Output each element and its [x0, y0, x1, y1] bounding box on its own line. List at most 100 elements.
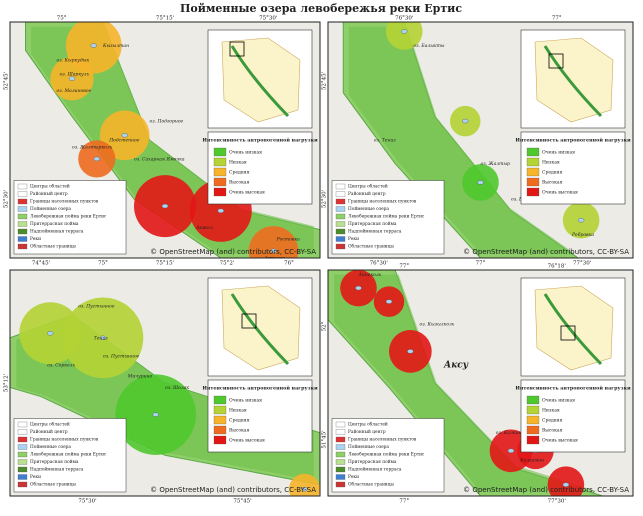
- legend-level: Очень низкая: [229, 398, 262, 404]
- legend-swatch: [213, 167, 227, 177]
- coordinate-label: 52°: [322, 321, 328, 331]
- place-label: оз. Сахарная Ямочка: [134, 156, 185, 162]
- legend-item: Границы населенных пунктов: [348, 200, 417, 205]
- lake: [217, 208, 225, 214]
- legend-symbol: [17, 213, 28, 220]
- legend-symbol: [335, 228, 346, 235]
- legend-level: Очень низкая: [229, 150, 262, 156]
- place-label: Аксу: [443, 360, 469, 370]
- legend-symbol: [335, 236, 346, 242]
- legend-symbol: [17, 429, 28, 435]
- legend-symbol: [17, 459, 28, 465]
- legend-item: Областные границы: [30, 245, 76, 250]
- legend-symbol: [17, 198, 28, 205]
- place-label: Актоган: [263, 256, 285, 262]
- place-label: Кызылтан: [102, 43, 129, 49]
- legend-swatch: [213, 425, 227, 435]
- legend-title: Интенсивность антропогенной нагрузки: [202, 385, 318, 392]
- coordinate-label: 52°45': [322, 72, 328, 90]
- map-content: Кызылтан оз. Кыркудык оз. Шаркуль оз. Малин…: [10, 22, 320, 262]
- legend-item: Надпойменная терраса: [30, 468, 84, 473]
- place-label: Акжол: [195, 225, 213, 231]
- coordinate-label: 77°30': [548, 499, 566, 505]
- legend-level: Средняя: [542, 170, 563, 176]
- legend-symbol: [335, 429, 346, 435]
- place-label: оз. Подгорное: [150, 119, 184, 125]
- legend-symbol: [335, 191, 346, 197]
- lake: [401, 29, 408, 34]
- legend-swatch: [526, 425, 540, 435]
- place-label: Ребровка: [571, 231, 594, 238]
- lake-zone: [547, 466, 585, 496]
- place-label: Подстепное: [108, 138, 140, 144]
- inset-river: [543, 45, 603, 118]
- legend-symbol: [335, 474, 346, 480]
- legend-level: Очень низкая: [542, 398, 575, 404]
- legend-item: Левобережная пойма реки Ертис: [348, 453, 425, 458]
- legend-symbol: [335, 421, 346, 428]
- inset-river: [230, 45, 290, 118]
- map-content: оз. Пустынное Тениз оз. Сорколь оз. Пустынн…: [10, 270, 320, 496]
- main-legend: [13, 180, 127, 255]
- legend-swatch: [526, 435, 540, 445]
- coordinate-label: 76°18': [548, 264, 566, 270]
- legend-title: Интенсивность антропогенной нагрузки: [515, 385, 631, 392]
- lake-zone: [248, 226, 299, 258]
- map-panel: Айнаколь оз. Кызылколь Аксу оз. Калкаман Кал…: [322, 264, 634, 505]
- inset-extent: [548, 53, 564, 69]
- lake: [507, 448, 515, 454]
- legend-swatch: [526, 405, 540, 415]
- coordinate-label: 75°: [57, 16, 67, 22]
- lake: [121, 133, 128, 138]
- coordinate-label: 51°45': [322, 430, 328, 448]
- legend-item: Областные границы: [348, 483, 394, 488]
- lake: [99, 335, 107, 341]
- legend-symbol: [17, 421, 28, 428]
- place-label: оз. Кызылколь: [420, 322, 455, 328]
- legend-item: Районный центр: [30, 192, 68, 197]
- coordinate-label: 75°30': [78, 499, 96, 505]
- place-label: оз. Тениз: [374, 138, 397, 144]
- legend-symbol: [17, 444, 28, 450]
- main-legend: [331, 418, 445, 493]
- attribution: © OpenStreetMap (and) contributors, CC-B…: [150, 248, 316, 256]
- legend-symbol: [17, 236, 28, 242]
- legend-item: Левобережная пойма реки Ертис: [348, 215, 425, 220]
- place-label: оз. Пустынное: [103, 353, 140, 359]
- coordinate-label: 77°: [476, 261, 486, 267]
- coordinate-label: 75°2': [220, 261, 235, 267]
- legend-title: Интенсивность антропогенной нагрузки: [515, 137, 631, 144]
- legend-symbol: [17, 436, 28, 443]
- coordinate-label: 75°15': [156, 16, 174, 22]
- legend-symbol: [17, 221, 28, 227]
- inset-river: [543, 293, 603, 366]
- legend-symbol: [17, 228, 28, 235]
- legend-symbol: [17, 206, 28, 212]
- place-label: Калкаман: [519, 457, 544, 463]
- map-panel: Кызылтан оз. Кыркудык оз. Шаркуль оз. Малин…: [4, 16, 321, 267]
- lake-zone: [289, 473, 320, 496]
- legend-symbol: [17, 466, 28, 473]
- legend-swatch: [213, 395, 227, 405]
- coordinate-label: 53°12': [4, 374, 10, 392]
- place-label: оз. Жалтыр: [481, 161, 511, 167]
- coordinate-label: 76°30': [395, 16, 413, 22]
- coordinate-label: 75°30': [259, 16, 277, 22]
- legend-swatch: [526, 415, 540, 425]
- legend-swatch: [213, 415, 227, 425]
- legend-item: Реки: [348, 237, 359, 242]
- coordinate-label: 77°: [399, 499, 409, 505]
- legend-item: Районный центр: [348, 192, 386, 197]
- inset-extent: [229, 41, 245, 57]
- panel-frame: [9, 21, 321, 259]
- panel-frame: [327, 21, 634, 259]
- legend-item: Центры областей: [30, 423, 70, 428]
- place-label: оз. Малиновое: [57, 88, 92, 94]
- legend-item: Реки: [348, 475, 359, 480]
- legend-symbol: [335, 466, 346, 473]
- map-content: Айнаколь оз. Кызылколь Аксу оз. Калкаман Кал…: [328, 270, 633, 496]
- legend-symbol: [335, 436, 346, 443]
- legend-swatch: [213, 405, 227, 415]
- legend-symbol: [335, 243, 346, 250]
